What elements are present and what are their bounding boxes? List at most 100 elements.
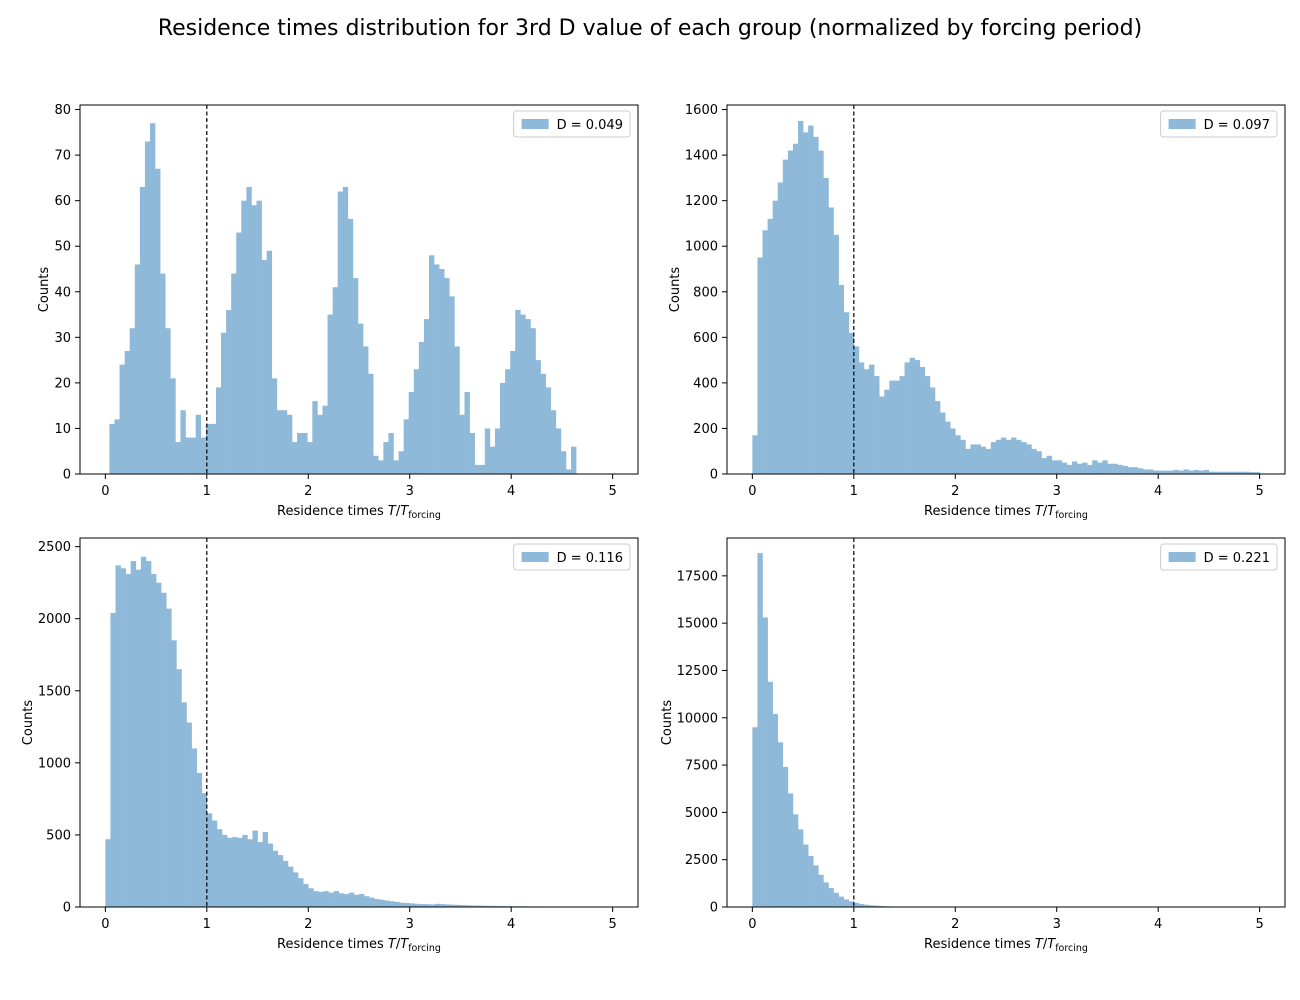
histogram-bar [879, 396, 885, 474]
y-tick-label: 1400 [685, 149, 718, 164]
x-axis-label: Residence times T/Tforcing [924, 937, 1088, 954]
histogram-bar [808, 855, 814, 907]
histogram-bar [1203, 469, 1210, 474]
histogram-bar [571, 446, 577, 474]
histogram-bar [813, 136, 819, 474]
histogram-bar [205, 423, 212, 474]
histogram-bar [1016, 439, 1022, 474]
histogram-bar [853, 346, 860, 474]
y-tick-label: 60 [54, 194, 71, 209]
y-tick-label: 500 [46, 828, 71, 843]
histogram-bars [105, 556, 613, 908]
histogram-bar [327, 314, 333, 474]
histogram-bar [772, 713, 779, 907]
histogram-bar [313, 891, 319, 907]
legend: D = 0.049 [513, 110, 631, 138]
y-tick-label: 2500 [685, 853, 718, 868]
x-tick-label: 1 [850, 917, 858, 932]
histogram-bar [848, 901, 855, 907]
y-tick-label: 15000 [677, 617, 718, 632]
histogram-bar [777, 182, 784, 474]
x-tick-label: 3 [406, 917, 414, 932]
histogram-bar [869, 905, 875, 907]
histogram-bar [307, 442, 313, 474]
histogram-bar [798, 120, 804, 474]
histogram-bar [403, 419, 410, 474]
histogram-bar [1092, 460, 1098, 474]
histogram-bar [1077, 463, 1083, 474]
x-tick-label: 3 [1053, 484, 1061, 499]
histogram-bar [1132, 467, 1139, 474]
histogram-bar [156, 582, 162, 907]
x-tick-label: 3 [406, 484, 414, 499]
histogram-bar [1102, 460, 1108, 474]
y-tick-label: 0 [710, 468, 718, 483]
histogram-bar [322, 405, 328, 474]
y-tick-label: 2500 [38, 540, 71, 555]
histogram-bar [818, 874, 824, 907]
histogram-bar [843, 899, 850, 907]
histogram-bar [1219, 471, 1225, 474]
histogram-bar [818, 150, 824, 474]
histogram-bar [454, 346, 460, 474]
histogram-bar [210, 423, 217, 474]
histogram-bar [940, 412, 946, 474]
histogram-bar [1153, 470, 1159, 474]
histogram-bar [347, 218, 354, 474]
histogram-bar [848, 332, 855, 474]
histogram-bar [342, 187, 349, 474]
histogram-bar [144, 141, 151, 474]
histogram-bar [256, 200, 262, 475]
histogram-bar [379, 899, 385, 907]
histogram-bar [884, 389, 890, 474]
histogram-bar [823, 882, 829, 907]
legend-patch [1168, 119, 1196, 129]
histogram-bar [950, 428, 956, 474]
histogram-bar [271, 378, 278, 474]
histogram-bar [1234, 471, 1240, 474]
histogram-bar [757, 553, 763, 907]
histogram-bar [484, 428, 491, 474]
histogram-bar [155, 168, 161, 474]
histogram-bar [813, 865, 819, 907]
histogram-bar [990, 442, 997, 474]
histogram-bar [328, 892, 334, 907]
histogram-bar [222, 834, 228, 907]
legend-box [1160, 543, 1278, 571]
y-tick-label: 70 [54, 149, 71, 164]
histogram-bar [550, 410, 557, 474]
legend-box [513, 110, 631, 138]
histogram-bar [1107, 463, 1113, 474]
legend: D = 0.097 [1160, 110, 1278, 138]
histogram-bar [934, 401, 941, 474]
histogram-bar [180, 410, 186, 474]
histogram-bar [206, 813, 213, 907]
histogram-bar [352, 278, 359, 474]
histogram-bar [762, 617, 768, 907]
histogram-bar [1071, 461, 1078, 474]
histogram-bar [470, 905, 476, 907]
histogram-bar [343, 894, 350, 907]
histogram-bar [945, 421, 951, 474]
histogram-bar [140, 556, 147, 907]
histogram-bar [151, 574, 157, 907]
histogram-bar [414, 903, 421, 907]
histogram-bar [388, 433, 394, 474]
histogram-bar [464, 392, 470, 474]
histogram-bar [874, 376, 880, 474]
histogram-bar [134, 264, 141, 474]
histogram-bar [1178, 470, 1184, 474]
histogram-bar [1026, 444, 1032, 474]
histogram-bar [1193, 469, 1200, 474]
histogram-bar [1213, 471, 1220, 474]
histogram-bar [833, 234, 839, 474]
histogram-bar [201, 793, 208, 907]
axes-frame [726, 104, 1286, 475]
y-tick-label: 10000 [677, 711, 718, 726]
histogram-bar [1061, 462, 1068, 474]
histogram-bar [251, 205, 257, 474]
legend: D = 0.221 [1160, 543, 1278, 571]
y-tick-label: 20 [54, 376, 71, 391]
histogram-bar [277, 855, 284, 907]
histogram-bar [495, 905, 502, 907]
